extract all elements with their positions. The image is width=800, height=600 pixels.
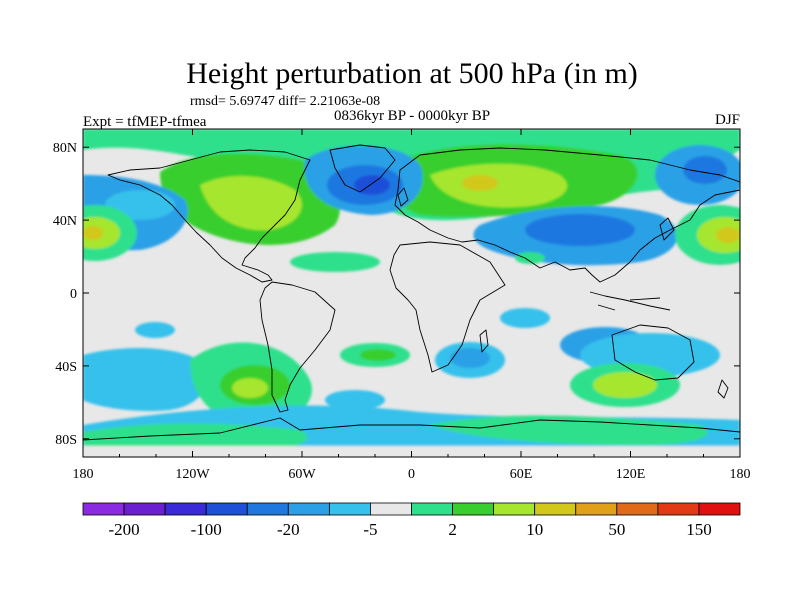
contour-mid-atlantic-core xyxy=(360,349,396,361)
coast-uk xyxy=(397,187,409,207)
x-axis: 180 120W 60W 0 60E 120E 180 xyxy=(73,129,751,482)
contour-antarctic-green xyxy=(83,423,308,452)
colorbar-swatch xyxy=(164,502,207,516)
colorbar-label: 2 xyxy=(448,520,457,539)
colorbar-swatch xyxy=(575,502,618,516)
contour-south-indian-neg-core xyxy=(450,348,490,368)
coast-antarctica xyxy=(83,417,740,441)
contour-indian-cyan xyxy=(500,308,550,328)
colorbar-swatch xyxy=(328,502,371,516)
y-tick-label: 80N xyxy=(53,141,77,156)
contour-south-atlantic-neg xyxy=(325,390,385,410)
colorbar-swatch xyxy=(246,502,289,516)
colorbar-swatch xyxy=(452,502,495,516)
coastlines xyxy=(83,144,740,441)
coast-japan xyxy=(659,217,675,241)
y-tick-label: 80S xyxy=(55,433,77,448)
stats-line: rmsd= 5.69747 diff= 2.21063e-08 xyxy=(190,94,380,109)
coast-africa xyxy=(389,241,506,373)
colorbar-swatch xyxy=(82,502,125,516)
coast-north-america xyxy=(107,149,311,283)
contour-south-atlantic-max xyxy=(232,378,268,398)
colorbar-swatch xyxy=(534,502,577,516)
colorbar-label: -100 xyxy=(191,520,222,539)
coast-new-zealand xyxy=(717,379,729,399)
x-tick-label: 180 xyxy=(730,467,751,482)
colorbar-label: -200 xyxy=(108,520,139,539)
season-label: DJF xyxy=(715,112,740,128)
contour-north-america-core xyxy=(200,175,302,231)
contour-arabia-green xyxy=(515,252,545,264)
colorbar-label: -20 xyxy=(277,520,300,539)
colorbar-label: 50 xyxy=(608,520,625,539)
colorbar-swatch xyxy=(698,502,741,516)
contour-south-pacific-cyan xyxy=(135,322,175,338)
map-plot-area xyxy=(83,129,740,457)
coast-greenland xyxy=(329,144,396,193)
colorbar-swatch xyxy=(493,502,536,516)
y-axis: 80N 40N 0 40S 80S xyxy=(53,141,740,448)
contour-subtropical-green xyxy=(290,252,380,272)
x-tick-label: 60E xyxy=(510,467,533,482)
colorbar: -200 -100 -20 -5 2 10 50 150 xyxy=(82,502,741,539)
coast-indonesia xyxy=(589,291,671,311)
colorbar-label: 150 xyxy=(686,520,712,539)
colorbar-swatch xyxy=(370,502,412,516)
coast-south-america xyxy=(259,281,336,413)
contour-west-pacific-high-max xyxy=(716,227,740,243)
coast-eurasia xyxy=(394,147,740,283)
colorbar-swatch xyxy=(411,502,453,516)
colorbar-swatch xyxy=(657,502,700,516)
contour-antarctic-east-green xyxy=(430,415,708,445)
y-tick-label: 40S xyxy=(55,360,77,375)
x-tick-label: 60W xyxy=(288,467,316,482)
contour-asia-negative-core xyxy=(525,214,635,246)
y-tick-label: 0 xyxy=(70,287,77,302)
experiment-label: Expt = tfMEP-tfmea xyxy=(83,114,207,130)
colorbar-swatch xyxy=(205,502,248,516)
colorbar-label: 10 xyxy=(526,520,543,539)
x-tick-label: 180 xyxy=(73,467,94,482)
contour-bering-negative-core xyxy=(683,156,727,184)
x-tick-label: 0 xyxy=(408,467,415,482)
colorbar-label: -5 xyxy=(363,520,377,539)
contour-east-pacific-high-max xyxy=(83,226,103,240)
x-tick-label: 120E xyxy=(616,467,646,482)
colorbar-swatch xyxy=(287,502,330,516)
colorbar-swatch xyxy=(616,502,659,516)
coast-madagascar xyxy=(479,329,489,353)
contour-eurasia-core xyxy=(430,163,568,208)
period-line: 0836kyr BP - 0000kyr BP xyxy=(334,108,490,124)
colorbar-swatch xyxy=(123,502,166,516)
contour-south-pacific-band xyxy=(83,348,207,411)
y-tick-label: 40N xyxy=(53,214,77,229)
contour-south-indian-high-core xyxy=(593,372,657,398)
x-tick-label: 120W xyxy=(175,467,210,482)
contour-eurasia-max xyxy=(462,175,498,191)
coast-australia xyxy=(611,324,695,381)
chart-title: Height perturbation at 500 hPa (in m) xyxy=(186,57,638,90)
